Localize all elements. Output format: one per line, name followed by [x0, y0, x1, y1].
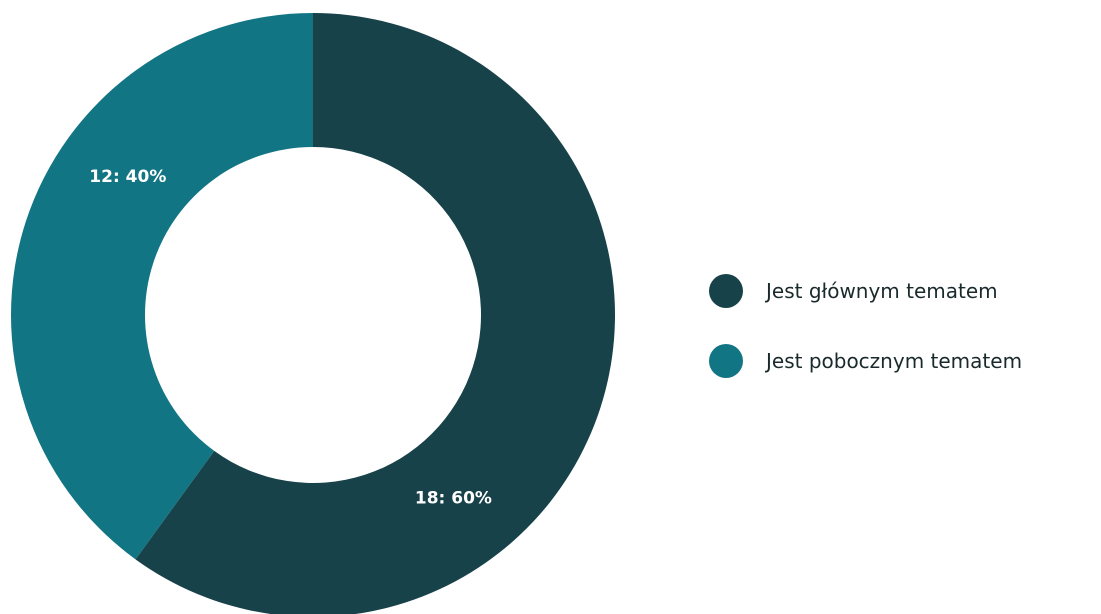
donut-slice-labels: 18: 60% 12: 40%: [89, 167, 492, 509]
donut-slices: [11, 13, 615, 614]
slice-label-side-topic: 12: 40%: [89, 167, 166, 187]
legend-label-main-topic: Jest głównym tematem: [766, 279, 998, 303]
legend-label-side-topic: Jest pobocznym tematem: [766, 349, 1023, 373]
donut-slice-main-topic: [135, 13, 615, 614]
slice-label-main-topic: 18: 60%: [415, 488, 492, 508]
legend-item-side-topic: Jest pobocznym tematem: [709, 344, 1022, 378]
chart-legend: Jest głównym tematem Jest pobocznym tema…: [709, 274, 1022, 414]
legend-swatch-main-topic: [709, 274, 743, 308]
donut-slice-side-topic: [11, 13, 313, 560]
legend-swatch-side-topic: [709, 344, 743, 378]
legend-item-main-topic: Jest głównym tematem: [709, 274, 1022, 308]
